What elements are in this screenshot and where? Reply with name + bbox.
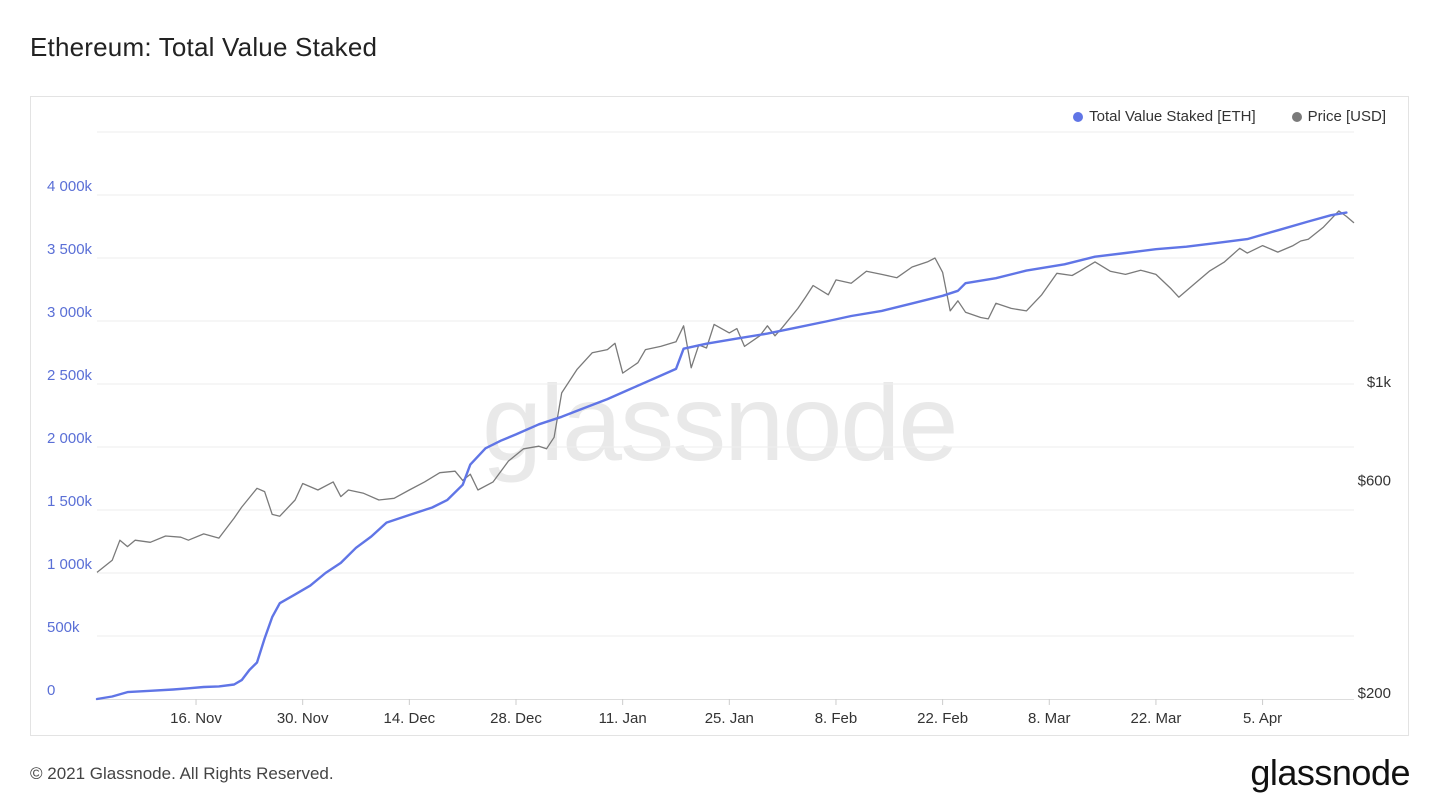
x-tick-label: 30. Nov — [277, 710, 329, 727]
x-tick-label: 8. Mar — [1028, 710, 1071, 727]
price-series-line — [96, 210, 1355, 573]
legend-label-price: Price [USD] — [1307, 108, 1386, 125]
y-left-tick-label: 3 500k — [47, 241, 93, 258]
y-left-tick-label: 1 500k — [47, 493, 93, 510]
chart-frame — [30, 96, 1409, 736]
x-tick-label: 22. Feb — [917, 710, 968, 727]
x-tick-label: 28. Dec — [490, 710, 542, 727]
staked-series-line — [95, 211, 1348, 701]
legend-dot-price-icon — [1291, 111, 1302, 122]
y-left-tick-label: 4 000k — [47, 178, 93, 195]
x-tick-label: 16. Nov — [170, 710, 222, 727]
x-tick-label: 11. Jan — [599, 710, 647, 727]
x-tick-label: 14. Dec — [383, 710, 435, 727]
y-left-tick-label: 500k — [47, 619, 80, 636]
y-right-tick-label: $600 — [1358, 473, 1391, 490]
y-left-tick-label: 2 000k — [47, 430, 93, 447]
y-left-tick-label: 3 000k — [47, 304, 93, 321]
y-right-tick-label: $1k — [1367, 374, 1392, 391]
x-tick-label: 25. Jan — [705, 710, 754, 727]
x-tick-label: 22. Mar — [1130, 710, 1181, 727]
legend-item-price[interactable]: Price [USD] — [1291, 108, 1386, 125]
y-left-tick-label: 2 500k — [47, 367, 93, 384]
legend-item-staked[interactable]: Total Value Staked [ETH] — [1073, 108, 1256, 125]
y-right-tick-label: $200 — [1358, 685, 1391, 702]
legend-label-staked: Total Value Staked [ETH] — [1089, 108, 1256, 125]
glassnode-logo[interactable]: glassnode — [1250, 752, 1410, 793]
y-left-tick-label: 1 000k — [47, 556, 93, 573]
y-left-tick-label: 0 — [47, 682, 55, 699]
x-tick-label: 5. Apr — [1243, 710, 1282, 727]
copyright-notice: © 2021 Glassnode. All Rights Reserved. — [30, 764, 334, 783]
legend-dot-staked-icon — [1073, 111, 1084, 122]
x-tick-label: 8. Feb — [815, 710, 858, 727]
page-title: Ethereum: Total Value Staked — [30, 32, 378, 62]
legend: Total Value Staked [ETH] Price [USD] — [1073, 108, 1386, 125]
